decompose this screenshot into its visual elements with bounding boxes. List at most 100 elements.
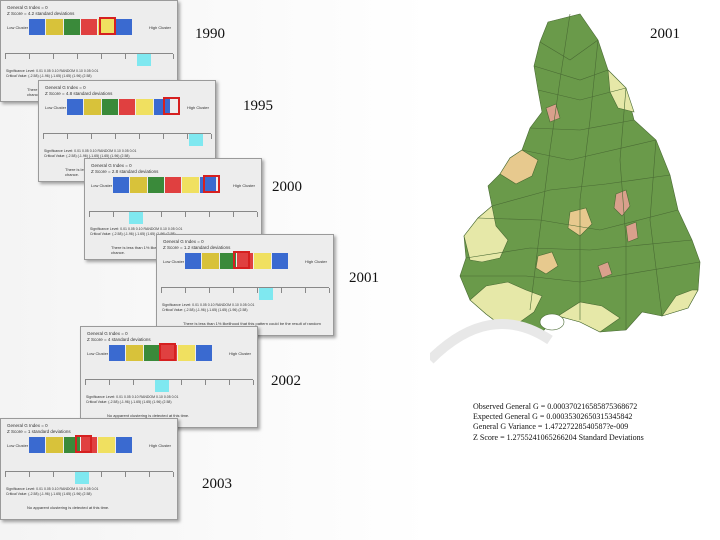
year-label-1995: 1995 bbox=[243, 98, 273, 114]
cluster-strip bbox=[29, 437, 133, 453]
map-hole bbox=[539, 313, 565, 331]
scale-tick bbox=[101, 54, 102, 59]
scale-tick bbox=[211, 134, 212, 139]
low-cluster-label: Low Cluster bbox=[45, 105, 67, 110]
general-g-variance: General G Variance = 1.47227228540587?e-… bbox=[473, 422, 629, 432]
scale-tick bbox=[89, 212, 90, 217]
scale-tick bbox=[125, 472, 126, 477]
scale-tick bbox=[209, 212, 210, 217]
significance-scale bbox=[89, 211, 258, 226]
cluster-swatch bbox=[63, 19, 81, 35]
cluster-swatch bbox=[29, 437, 47, 453]
high-cluster-label: High Cluster bbox=[186, 105, 209, 110]
high-cluster-label: High Cluster bbox=[148, 25, 171, 30]
scale-tick bbox=[125, 54, 126, 59]
panel-header-line: Z Score = 4 standard deviations bbox=[87, 337, 151, 342]
scale-tick bbox=[187, 134, 188, 139]
scale-row-row2: Critical Value: (-2.58) (-1.96) (-1.65) … bbox=[6, 491, 92, 496]
scale-tick bbox=[91, 134, 92, 139]
scale-tick bbox=[29, 54, 30, 59]
scale-tick bbox=[161, 212, 162, 217]
selected-swatch-highlight bbox=[99, 17, 116, 35]
cluster-swatch bbox=[46, 19, 64, 35]
scale-tick bbox=[29, 472, 30, 477]
scale-tick bbox=[329, 288, 330, 293]
scale-row-labels: Significance Level: 0.01 0.05 0.10 RANDO… bbox=[162, 303, 254, 312]
zscore-marker bbox=[155, 380, 169, 392]
scale-tick bbox=[173, 54, 174, 59]
cluster-swatch bbox=[202, 253, 220, 269]
scale-tick bbox=[149, 472, 150, 477]
map-region-pink-3 bbox=[545, 103, 561, 123]
cluster-swatch bbox=[80, 437, 99, 453]
scale-tick bbox=[113, 212, 114, 217]
selected-swatch-highlight bbox=[203, 175, 220, 193]
scale-tick bbox=[233, 288, 234, 293]
zscore-marker bbox=[137, 54, 151, 66]
scale-row-row1: Significance Level: 0.01 0.05 0.10 RANDO… bbox=[90, 227, 183, 231]
cluster-swatch bbox=[195, 345, 213, 361]
panel-header-line: Z Score = 1.2 standard deviations bbox=[163, 245, 231, 250]
cluster-swatch bbox=[136, 99, 154, 115]
cluster-swatch bbox=[113, 177, 131, 193]
scale-tick bbox=[205, 380, 206, 385]
scale-row-row2: Critical Value: (-2.58) (-1.96) (-1.65) … bbox=[86, 399, 172, 404]
cluster-swatch bbox=[115, 19, 133, 35]
cluster-swatch bbox=[160, 345, 179, 361]
cluster-swatch bbox=[185, 253, 203, 269]
cluster-swatch bbox=[178, 345, 196, 361]
year-label-1990: 1990 bbox=[195, 26, 225, 42]
cluster-swatch bbox=[29, 19, 47, 35]
high-cluster-label: High Cluster bbox=[232, 183, 255, 188]
scale-tick bbox=[257, 288, 258, 293]
cluster-strip bbox=[67, 99, 171, 115]
scale-tick bbox=[163, 134, 164, 139]
significance-scale bbox=[5, 53, 174, 68]
cluster-strip bbox=[109, 345, 213, 361]
scale-tick bbox=[43, 134, 44, 139]
panel-header-line: General G Index = 0 bbox=[45, 85, 86, 90]
cluster-swatch bbox=[80, 19, 99, 35]
scale-row-labels: Significance Level: 0.01 0.05 0.10 RANDO… bbox=[6, 487, 98, 496]
significance-scale bbox=[85, 379, 254, 394]
scale-tick bbox=[101, 472, 102, 477]
panel-header-line: General G Index = 0 bbox=[91, 163, 132, 168]
statistics-block: Observed General G = 0.00037021658587536… bbox=[473, 402, 644, 443]
scale-tick bbox=[5, 54, 6, 59]
zscore-marker bbox=[189, 134, 203, 146]
scale-tick bbox=[185, 212, 186, 217]
year-label-2003: 2003 bbox=[202, 476, 232, 492]
observed-general-g: Observed General G = 0.00037021658587536… bbox=[473, 402, 638, 411]
scale-tick bbox=[53, 472, 54, 477]
year-label-2000: 2000 bbox=[272, 179, 302, 195]
scale-tick bbox=[173, 472, 174, 477]
low-cluster-label: Low Cluster bbox=[91, 183, 113, 188]
scale-row-row2: Critical Value: (-2.58) (-1.96) (-1.65) … bbox=[6, 73, 92, 78]
selected-swatch-highlight bbox=[159, 343, 176, 361]
scale-row-row2: Critical Value: (-2.58) (-1.96) (-1.65) … bbox=[44, 153, 130, 158]
map-svg bbox=[426, 13, 701, 364]
panel-header-line: Z Score = 1 standard deviations bbox=[7, 429, 71, 434]
panel-header-line: General G Index = 0 bbox=[7, 423, 48, 428]
cluster-swatch bbox=[115, 437, 133, 453]
cluster-swatch bbox=[254, 253, 272, 269]
scale-row-row1: Significance Level: 0.01 0.05 0.10 RANDO… bbox=[86, 395, 179, 399]
scale-tick bbox=[305, 288, 306, 293]
scale-row-labels: Significance Level: 0.01 0.05 0.10 RANDO… bbox=[86, 395, 178, 404]
scale-tick bbox=[77, 54, 78, 59]
panel-header-line: Z Score = 2.8 standard deviations bbox=[91, 169, 159, 174]
cluster-swatch bbox=[46, 437, 64, 453]
cluster-swatch bbox=[130, 177, 148, 193]
scale-tick bbox=[139, 134, 140, 139]
significance-scale bbox=[43, 133, 212, 148]
low-cluster-label: Low Cluster bbox=[87, 351, 109, 356]
cluster-strip bbox=[29, 19, 133, 35]
cluster-swatch bbox=[147, 177, 165, 193]
